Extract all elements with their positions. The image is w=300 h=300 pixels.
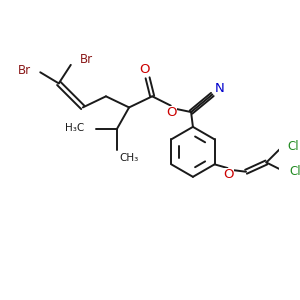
Text: O: O [167, 106, 177, 119]
Text: Cl: Cl [288, 140, 299, 153]
Text: N: N [215, 82, 225, 94]
Text: Br: Br [80, 53, 93, 66]
Text: Br: Br [18, 64, 31, 77]
Text: H₃C: H₃C [65, 123, 85, 133]
Text: O: O [140, 63, 150, 76]
Text: Cl: Cl [290, 165, 300, 178]
Text: O: O [223, 168, 234, 181]
Text: CH₃: CH₃ [119, 153, 138, 163]
